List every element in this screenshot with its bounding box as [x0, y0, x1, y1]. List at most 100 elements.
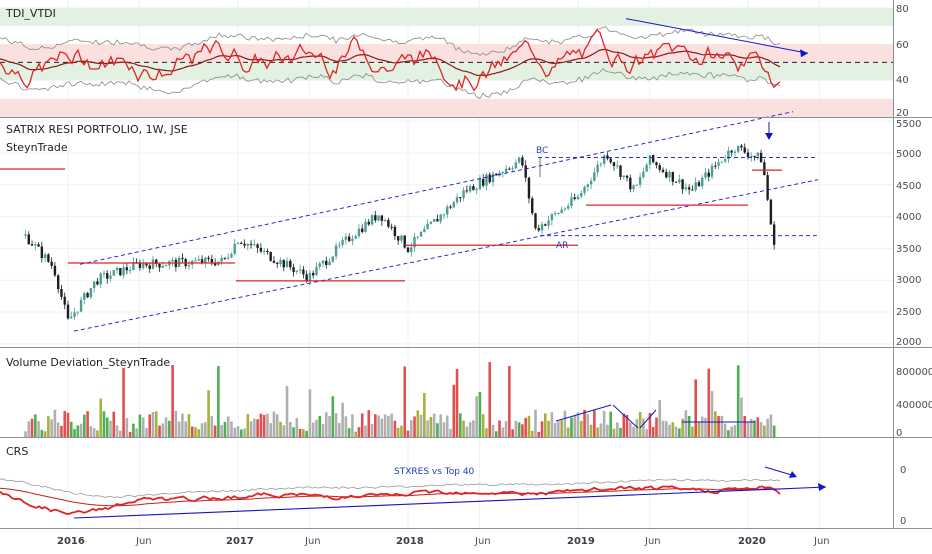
price-tick-label: 3000 — [896, 275, 921, 286]
price-candle-body — [756, 152, 760, 157]
price-candle-body — [102, 273, 106, 275]
volume-bar — [550, 412, 554, 437]
volume-label: Volume Deviation_SteynTrade — [6, 356, 170, 369]
volume-bar — [338, 423, 341, 437]
price-candle-body — [504, 168, 508, 173]
volume-bar — [341, 402, 344, 437]
volume-bar — [452, 384, 456, 437]
tdi-tick-label: 20 — [896, 108, 909, 119]
price-candle-body — [406, 247, 410, 252]
price-candle-body — [302, 269, 305, 275]
volume-bar — [697, 421, 701, 437]
price-candle-body — [691, 189, 694, 191]
volume-bar — [635, 419, 639, 437]
volume-bar — [733, 425, 737, 437]
price-candle-body — [449, 206, 452, 208]
volume-bar — [622, 413, 626, 437]
volume-bar — [318, 416, 322, 437]
volume-bar — [324, 412, 328, 437]
volume-trend-arrow — [612, 404, 639, 429]
x-tick-label: Jun — [644, 536, 661, 547]
volume-bar — [135, 428, 138, 437]
price-candle-body — [661, 169, 665, 172]
volume-bar — [472, 420, 475, 437]
tdi-divergence-arrow — [800, 49, 808, 58]
volume-bar — [66, 412, 70, 437]
price-candle-body — [599, 163, 603, 165]
price-candle-body — [589, 180, 593, 185]
volume-bar — [593, 410, 596, 437]
price-candle-body — [753, 156, 756, 158]
price-candle-body — [524, 165, 527, 178]
price-candle-body — [704, 172, 707, 178]
volume-bar — [589, 424, 593, 437]
price-candle-body — [459, 197, 462, 199]
price-candle-body — [249, 244, 253, 246]
volume-tick-label: 0 — [896, 428, 902, 439]
price-candle-body — [684, 187, 688, 190]
price-candle-body — [648, 155, 652, 165]
volume-bar — [190, 426, 194, 437]
price-candle-body — [50, 261, 53, 266]
price-candle-body — [478, 178, 482, 190]
price-candle-body — [740, 145, 743, 148]
price-overlays — [0, 111, 819, 332]
volume-bar — [400, 425, 403, 437]
volume-bar — [756, 417, 760, 437]
price-candle-body — [517, 157, 521, 163]
volume-bar — [197, 429, 201, 437]
price-candle-body — [606, 155, 609, 159]
price-candle-body — [488, 174, 491, 183]
price-candle-body — [714, 165, 717, 167]
price-candle-body — [164, 265, 168, 267]
price-candle-body — [197, 259, 200, 261]
price-candle-body — [495, 173, 498, 176]
price-candle-body — [331, 256, 335, 262]
price-candle-body — [89, 288, 93, 298]
volume-bar — [645, 429, 648, 437]
price-candle-body — [96, 281, 99, 285]
volume-bar — [177, 421, 181, 437]
volume-bar — [704, 417, 707, 437]
volume-bar — [579, 420, 583, 437]
price-candle-body — [138, 262, 142, 268]
price-candle-body — [521, 157, 524, 166]
volume-bar — [99, 398, 102, 437]
crs-trend-line — [73, 486, 827, 519]
price-candle-body — [334, 245, 338, 257]
volume-bar — [112, 411, 116, 437]
volume-bar — [723, 423, 727, 437]
volume-bar — [514, 420, 518, 437]
price-candle-body — [256, 244, 259, 248]
volume-bar — [714, 411, 717, 437]
volume-bar — [105, 417, 109, 437]
volume-bar — [557, 421, 560, 437]
price-candle-body — [468, 186, 472, 192]
price-candle-body — [586, 184, 590, 187]
grid — [0, 0, 893, 530]
crs-tick-label: 0 — [900, 465, 906, 476]
price-candle-body — [730, 150, 733, 153]
price-candle-body — [181, 257, 184, 260]
price-candle-body — [112, 270, 115, 276]
price-candle-body — [266, 250, 269, 253]
volume-bar — [92, 428, 96, 437]
price-subtitle: SteynTrade — [6, 141, 68, 154]
volume-bar — [73, 429, 76, 437]
price-candle-body — [204, 257, 207, 264]
x-tick-label: 2017 — [226, 536, 254, 547]
price-candle-body — [560, 209, 563, 214]
volume-bar — [387, 415, 390, 437]
volume-bar — [47, 416, 50, 437]
volume-bar — [632, 426, 635, 437]
volume-bar — [109, 420, 112, 437]
volume-bar — [445, 415, 449, 437]
volume-bar — [606, 424, 609, 437]
price-candle-body — [651, 155, 655, 163]
price-candle-body — [583, 186, 586, 193]
volume-bar — [141, 417, 145, 437]
price-candle-body — [272, 260, 276, 263]
volume-bar — [396, 427, 400, 437]
price-candle-body — [697, 182, 701, 187]
price-candle-body — [361, 228, 364, 232]
